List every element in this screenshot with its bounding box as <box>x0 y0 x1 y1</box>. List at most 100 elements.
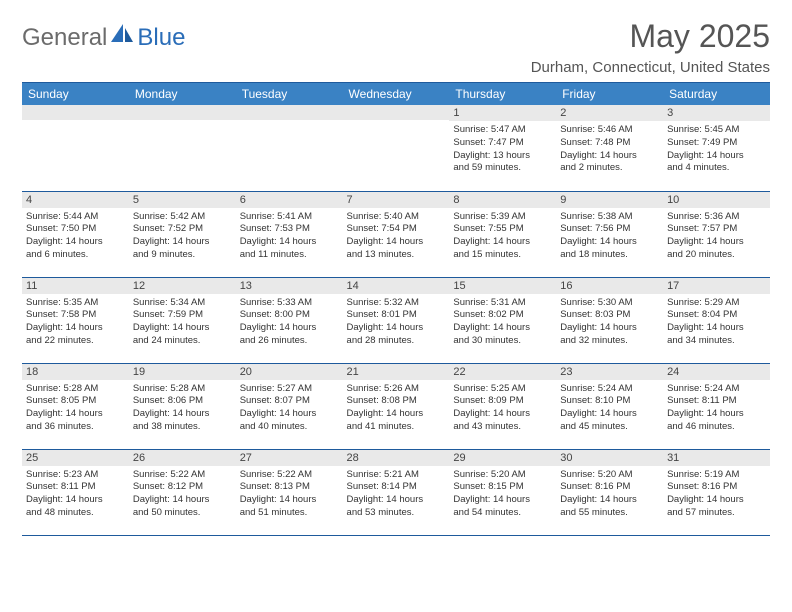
day-detail-line: and 48 minutes. <box>26 507 125 520</box>
day-detail-line: and 22 minutes. <box>26 335 125 348</box>
day-details: Sunrise: 5:34 AMSunset: 7:59 PMDaylight:… <box>129 294 236 352</box>
day-detail-line: Sunset: 7:54 PM <box>347 223 446 236</box>
calendar-week-row: 25Sunrise: 5:23 AMSunset: 8:11 PMDayligh… <box>22 449 770 535</box>
day-number: 17 <box>663 278 770 294</box>
day-detail-line: Sunrise: 5:23 AM <box>26 469 125 482</box>
day-detail-line: Sunset: 8:13 PM <box>240 481 339 494</box>
day-detail-line: Sunrise: 5:42 AM <box>133 211 232 224</box>
day-details: Sunrise: 5:41 AMSunset: 7:53 PMDaylight:… <box>236 208 343 266</box>
day-details <box>236 120 343 127</box>
day-details: Sunrise: 5:24 AMSunset: 8:11 PMDaylight:… <box>663 380 770 438</box>
day-detail-line: Sunrise: 5:45 AM <box>667 124 766 137</box>
day-detail-line: Sunrise: 5:28 AM <box>26 383 125 396</box>
day-detail-line: and 41 minutes. <box>347 421 446 434</box>
calendar-day-cell: 23Sunrise: 5:24 AMSunset: 8:10 PMDayligh… <box>556 363 663 449</box>
day-number <box>22 105 129 120</box>
calendar-day-cell: 3Sunrise: 5:45 AMSunset: 7:49 PMDaylight… <box>663 105 770 191</box>
day-details: Sunrise: 5:38 AMSunset: 7:56 PMDaylight:… <box>556 208 663 266</box>
day-detail-line: Sunrise: 5:22 AM <box>133 469 232 482</box>
day-detail-line: Sunset: 7:58 PM <box>26 309 125 322</box>
day-detail-line: Sunrise: 5:32 AM <box>347 297 446 310</box>
day-detail-line: and 30 minutes. <box>453 335 552 348</box>
day-detail-line: Sunset: 8:04 PM <box>667 309 766 322</box>
day-detail-line: Sunset: 8:16 PM <box>667 481 766 494</box>
day-details: Sunrise: 5:22 AMSunset: 8:12 PMDaylight:… <box>129 466 236 524</box>
day-detail-line: Daylight: 14 hours <box>667 408 766 421</box>
day-number: 1 <box>449 105 556 121</box>
day-details: Sunrise: 5:40 AMSunset: 7:54 PMDaylight:… <box>343 208 450 266</box>
calendar-day-cell: 8Sunrise: 5:39 AMSunset: 7:55 PMDaylight… <box>449 191 556 277</box>
day-detail-line: and 34 minutes. <box>667 335 766 348</box>
day-detail-line: Sunset: 8:10 PM <box>560 395 659 408</box>
day-details: Sunrise: 5:28 AMSunset: 8:06 PMDaylight:… <box>129 380 236 438</box>
day-detail-line: Sunset: 8:00 PM <box>240 309 339 322</box>
day-detail-line: Daylight: 14 hours <box>26 236 125 249</box>
calendar-day-cell: 28Sunrise: 5:21 AMSunset: 8:14 PMDayligh… <box>343 449 450 535</box>
day-number: 21 <box>343 364 450 380</box>
day-detail-line: Sunrise: 5:27 AM <box>240 383 339 396</box>
weekday-header: Saturday <box>663 83 770 106</box>
calendar-day-cell: 16Sunrise: 5:30 AMSunset: 8:03 PMDayligh… <box>556 277 663 363</box>
day-detail-line: Sunset: 7:53 PM <box>240 223 339 236</box>
calendar-day-cell: 19Sunrise: 5:28 AMSunset: 8:06 PMDayligh… <box>129 363 236 449</box>
day-detail-line: Sunrise: 5:22 AM <box>240 469 339 482</box>
weekday-header: Tuesday <box>236 83 343 106</box>
calendar-day-cell: 7Sunrise: 5:40 AMSunset: 7:54 PMDaylight… <box>343 191 450 277</box>
day-detail-line: Sunrise: 5:28 AM <box>133 383 232 396</box>
day-number: 27 <box>236 450 343 466</box>
day-detail-line: Daylight: 14 hours <box>667 322 766 335</box>
day-detail-line: Daylight: 14 hours <box>347 494 446 507</box>
day-detail-line: Sunrise: 5:38 AM <box>560 211 659 224</box>
day-detail-line: and 4 minutes. <box>667 162 766 175</box>
day-details: Sunrise: 5:47 AMSunset: 7:47 PMDaylight:… <box>449 121 556 179</box>
day-detail-line: Sunset: 7:56 PM <box>560 223 659 236</box>
day-detail-line: and 43 minutes. <box>453 421 552 434</box>
day-detail-line: Sunset: 8:16 PM <box>560 481 659 494</box>
day-number <box>129 105 236 120</box>
day-detail-line: and 40 minutes. <box>240 421 339 434</box>
calendar-week-row: 18Sunrise: 5:28 AMSunset: 8:05 PMDayligh… <box>22 363 770 449</box>
day-number: 12 <box>129 278 236 294</box>
day-number: 25 <box>22 450 129 466</box>
calendar-day-cell: 13Sunrise: 5:33 AMSunset: 8:00 PMDayligh… <box>236 277 343 363</box>
day-detail-line: Daylight: 14 hours <box>26 494 125 507</box>
day-detail-line: Daylight: 14 hours <box>560 494 659 507</box>
calendar-day-cell: 31Sunrise: 5:19 AMSunset: 8:16 PMDayligh… <box>663 449 770 535</box>
day-detail-line: Daylight: 14 hours <box>133 494 232 507</box>
day-detail-line: and 53 minutes. <box>347 507 446 520</box>
day-detail-line: Sunset: 8:05 PM <box>26 395 125 408</box>
day-detail-line: Daylight: 14 hours <box>26 322 125 335</box>
day-number: 29 <box>449 450 556 466</box>
day-details: Sunrise: 5:35 AMSunset: 7:58 PMDaylight:… <box>22 294 129 352</box>
day-details: Sunrise: 5:23 AMSunset: 8:11 PMDaylight:… <box>22 466 129 524</box>
day-number: 20 <box>236 364 343 380</box>
day-number: 23 <box>556 364 663 380</box>
calendar-day-cell: 2Sunrise: 5:46 AMSunset: 7:48 PMDaylight… <box>556 105 663 191</box>
day-detail-line: Sunset: 8:01 PM <box>347 309 446 322</box>
calendar-day-cell <box>236 105 343 191</box>
day-detail-line: Sunrise: 5:21 AM <box>347 469 446 482</box>
weekday-header: Wednesday <box>343 83 450 106</box>
day-number: 24 <box>663 364 770 380</box>
calendar-day-cell: 22Sunrise: 5:25 AMSunset: 8:09 PMDayligh… <box>449 363 556 449</box>
day-detail-line: and 50 minutes. <box>133 507 232 520</box>
day-number: 4 <box>22 192 129 208</box>
day-detail-line: Daylight: 14 hours <box>240 408 339 421</box>
day-detail-line: and 13 minutes. <box>347 249 446 262</box>
day-detail-line: Daylight: 14 hours <box>453 322 552 335</box>
day-detail-line: Sunset: 8:12 PM <box>133 481 232 494</box>
day-details: Sunrise: 5:20 AMSunset: 8:15 PMDaylight:… <box>449 466 556 524</box>
day-detail-line: Sunset: 8:07 PM <box>240 395 339 408</box>
day-details: Sunrise: 5:20 AMSunset: 8:16 PMDaylight:… <box>556 466 663 524</box>
day-details: Sunrise: 5:22 AMSunset: 8:13 PMDaylight:… <box>236 466 343 524</box>
sail-icon <box>109 22 135 49</box>
day-detail-line: and 45 minutes. <box>560 421 659 434</box>
day-detail-line: Daylight: 14 hours <box>133 322 232 335</box>
calendar-header-row: SundayMondayTuesdayWednesdayThursdayFrid… <box>22 83 770 106</box>
calendar-day-cell <box>129 105 236 191</box>
day-detail-line: and 2 minutes. <box>560 162 659 175</box>
day-detail-line: Sunrise: 5:19 AM <box>667 469 766 482</box>
calendar-day-cell: 25Sunrise: 5:23 AMSunset: 8:11 PMDayligh… <box>22 449 129 535</box>
calendar-week-row: 1Sunrise: 5:47 AMSunset: 7:47 PMDaylight… <box>22 105 770 191</box>
calendar-day-cell <box>343 105 450 191</box>
